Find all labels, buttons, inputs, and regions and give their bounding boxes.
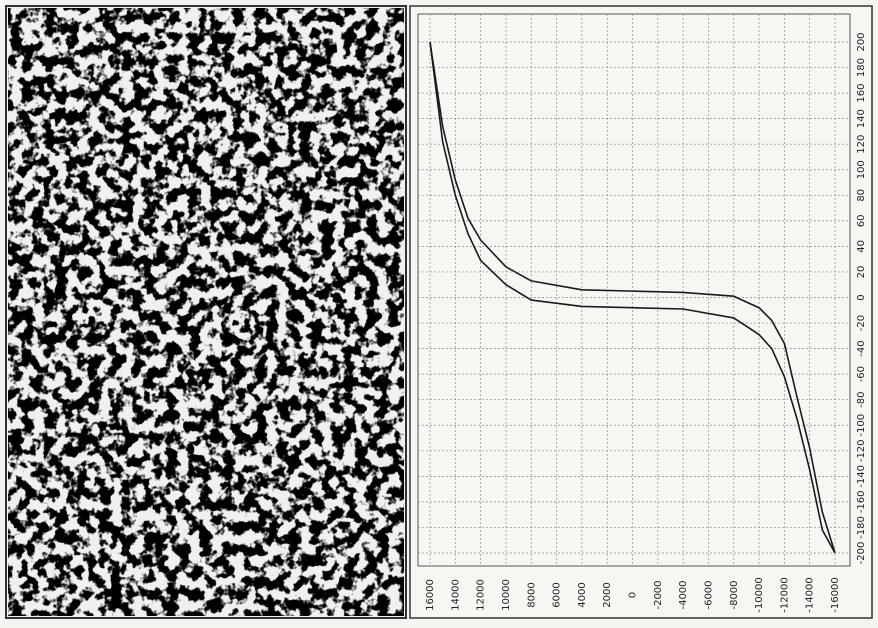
- y-tick-label: 60: [856, 214, 867, 227]
- curve: [429, 41, 836, 554]
- y-tick-label: -80: [856, 392, 867, 408]
- y-tick-label: 80: [856, 189, 867, 202]
- y-tick-label: 140: [856, 109, 867, 128]
- y-tick-label: -160: [856, 491, 867, 514]
- x-tick-label: -8000: [729, 580, 740, 609]
- y-tick-label: -200: [856, 542, 867, 565]
- y-tick-label: -60: [856, 366, 867, 382]
- x-tick-label: 6000: [552, 582, 563, 607]
- x-tick-label: 10000: [501, 579, 512, 611]
- y-tick-label: 40: [856, 240, 867, 253]
- x-tick-label: 12000: [476, 579, 487, 611]
- x-tick-label: -6000: [703, 580, 714, 609]
- x-tick-label: -4000: [678, 580, 689, 609]
- y-tick-label: 0: [856, 294, 867, 300]
- y-tick-label: 20: [856, 266, 867, 279]
- x-tick-label: 14000: [450, 579, 461, 611]
- y-tick-label: -180: [856, 516, 867, 539]
- x-tick-label: 16000: [425, 579, 436, 611]
- x-tick-label: 2000: [602, 582, 613, 607]
- y-tick-label: -40: [856, 340, 867, 356]
- y-tick-label: 100: [856, 160, 867, 179]
- y-tick-label: 120: [856, 135, 867, 154]
- x-tick-label: -10000: [754, 577, 765, 612]
- x-tick-label: 8000: [526, 582, 537, 607]
- curve: [429, 41, 836, 554]
- x-tick-label: -12000: [779, 577, 790, 612]
- y-tick-label: 180: [856, 58, 867, 77]
- x-tick-label: 4000: [577, 582, 588, 607]
- x-tick-label: -2000: [653, 580, 664, 609]
- x-tick-label: -14000: [805, 577, 816, 612]
- y-tick-label: -20: [856, 315, 867, 331]
- y-tick-label: 200: [856, 32, 867, 51]
- y-tick-label: -140: [856, 465, 867, 488]
- y-tick-label: 160: [856, 84, 867, 103]
- y-tick-label: -120: [856, 439, 867, 462]
- y-tick-label: -100: [856, 414, 867, 437]
- chart-frame: [409, 5, 873, 619]
- x-tick-label: -16000: [830, 577, 841, 612]
- x-tick-label: 0: [628, 592, 639, 598]
- micrograph: [8, 8, 404, 616]
- plot-border: [417, 13, 851, 567]
